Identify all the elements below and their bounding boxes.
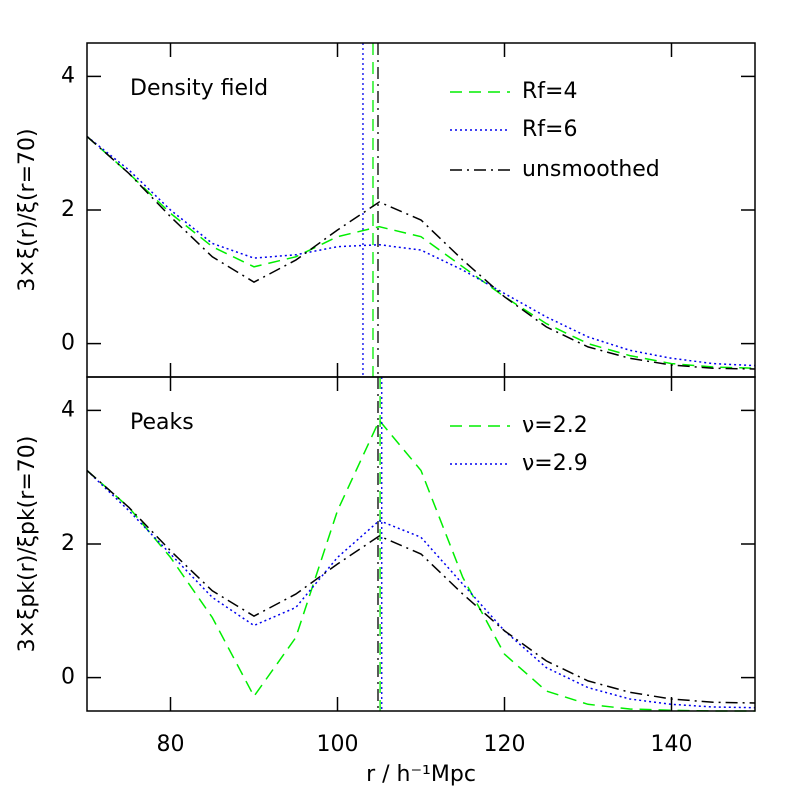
y-axis-label: 3×ξ(r)/ξ(r=70)	[15, 128, 40, 291]
x-axis-label: r / h⁻¹Mpc	[366, 762, 476, 787]
annotation: Peaks	[130, 410, 194, 435]
legend-label: Rf=4	[522, 79, 577, 104]
annotation: Density field	[130, 76, 268, 101]
x-tick-label: 120	[484, 732, 526, 757]
legend-label: Rf=6	[522, 117, 577, 142]
curve	[86, 135, 756, 370]
y-tick-label: 0	[61, 331, 75, 356]
y-tick-label: 2	[61, 197, 75, 222]
y-axis-label: 3×ξpk(r)/ξpk(r=70)	[15, 436, 40, 653]
y-tick-label: 4	[61, 63, 75, 88]
x-tick-label: 100	[317, 732, 359, 757]
legend-label: unsmoothed	[522, 157, 660, 182]
plot-frame	[86, 376, 756, 712]
legend-label: ν=2.2	[522, 413, 588, 438]
curve	[86, 469, 756, 704]
curve	[86, 135, 756, 370]
curve	[86, 469, 756, 709]
y-tick-label: 0	[61, 665, 75, 690]
x-tick-label: 80	[157, 732, 185, 757]
y-tick-label: 2	[61, 531, 75, 556]
x-tick-label: 140	[651, 732, 693, 757]
legend-label: ν=2.9	[522, 451, 588, 476]
curve	[86, 419, 755, 712]
y-tick-label: 4	[61, 397, 75, 422]
